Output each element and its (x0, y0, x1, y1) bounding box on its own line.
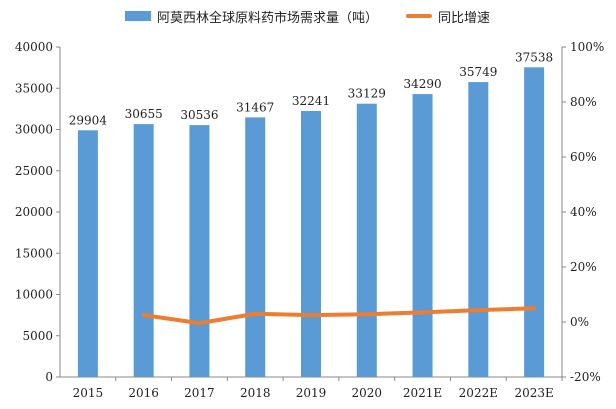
growth-rate-line (141, 306, 537, 326)
bar-2020 (356, 103, 377, 377)
legend-label-demand: 阿莫西林全球原料药市场需求量（吨） (157, 10, 379, 26)
data-label-2020: 33129 (348, 87, 386, 101)
right-tick-label: 100% (570, 40, 604, 54)
left-tick-label: 35000 (15, 81, 53, 95)
x-tick-label-2016: 2016 (128, 386, 159, 400)
legend-swatch-bar (125, 11, 151, 21)
bar-2017 (189, 125, 210, 377)
left-tick-label: 5000 (22, 329, 53, 343)
legend-label-growth: 同比增速 (438, 10, 491, 26)
right-tick-label: 20% (570, 260, 597, 274)
chart-legend: 阿莫西林全球原料药市场需求量（吨） 同比增速 (125, 6, 518, 26)
bar-2016 (133, 124, 154, 377)
bar-2023E (524, 67, 545, 378)
data-label-2021E: 34290 (403, 77, 441, 91)
right-tick-label: 80% (570, 95, 597, 109)
data-label-2015: 29904 (69, 113, 108, 127)
data-label-2019: 32241 (292, 94, 330, 108)
x-tick-label-2020: 2020 (352, 386, 383, 400)
left-tick-label: 20000 (15, 205, 53, 219)
left-tick-label: 40000 (15, 40, 53, 54)
x-tick-label-2017: 2017 (184, 386, 215, 400)
x-tick-label-2023E: 2023E (514, 386, 553, 400)
x-tick-label-2019: 2019 (296, 386, 327, 400)
bar-2018 (245, 117, 266, 377)
bar-2015 (77, 130, 98, 377)
right-tick-label: 0% (570, 315, 589, 329)
left-tick-label: 15000 (15, 246, 53, 260)
x-tick-label-2021E: 2021E (403, 386, 442, 400)
right-tick-label: 40% (570, 205, 597, 219)
left-tick-label: 0 (45, 370, 53, 384)
legend-item-growth: 同比增速 (406, 7, 490, 26)
x-tick-label-2015: 2015 (73, 386, 104, 400)
data-label-2018: 31467 (236, 100, 274, 114)
right-tick-label: 60% (570, 150, 597, 164)
bar-2021E (412, 94, 433, 378)
x-tick-label-2018: 2018 (240, 386, 271, 400)
data-label-2023E: 37538 (515, 50, 553, 64)
bar-2019 (301, 111, 321, 377)
left-tick-label: 30000 (15, 123, 53, 137)
x-tick-label-2022E: 2022E (459, 386, 498, 400)
data-label-2016: 30655 (125, 107, 163, 121)
data-label-2017: 30536 (180, 108, 218, 122)
bar-2022E (468, 82, 489, 378)
data-label-2022E: 35749 (459, 65, 497, 79)
legend-item-demand: 阿莫西林全球原料药市场需求量（吨） (125, 7, 378, 26)
legend-swatch-line (406, 14, 433, 18)
left-tick-label: 10000 (15, 288, 53, 302)
right-tick-label: -20% (570, 370, 601, 384)
left-tick-label: 25000 (15, 164, 53, 178)
